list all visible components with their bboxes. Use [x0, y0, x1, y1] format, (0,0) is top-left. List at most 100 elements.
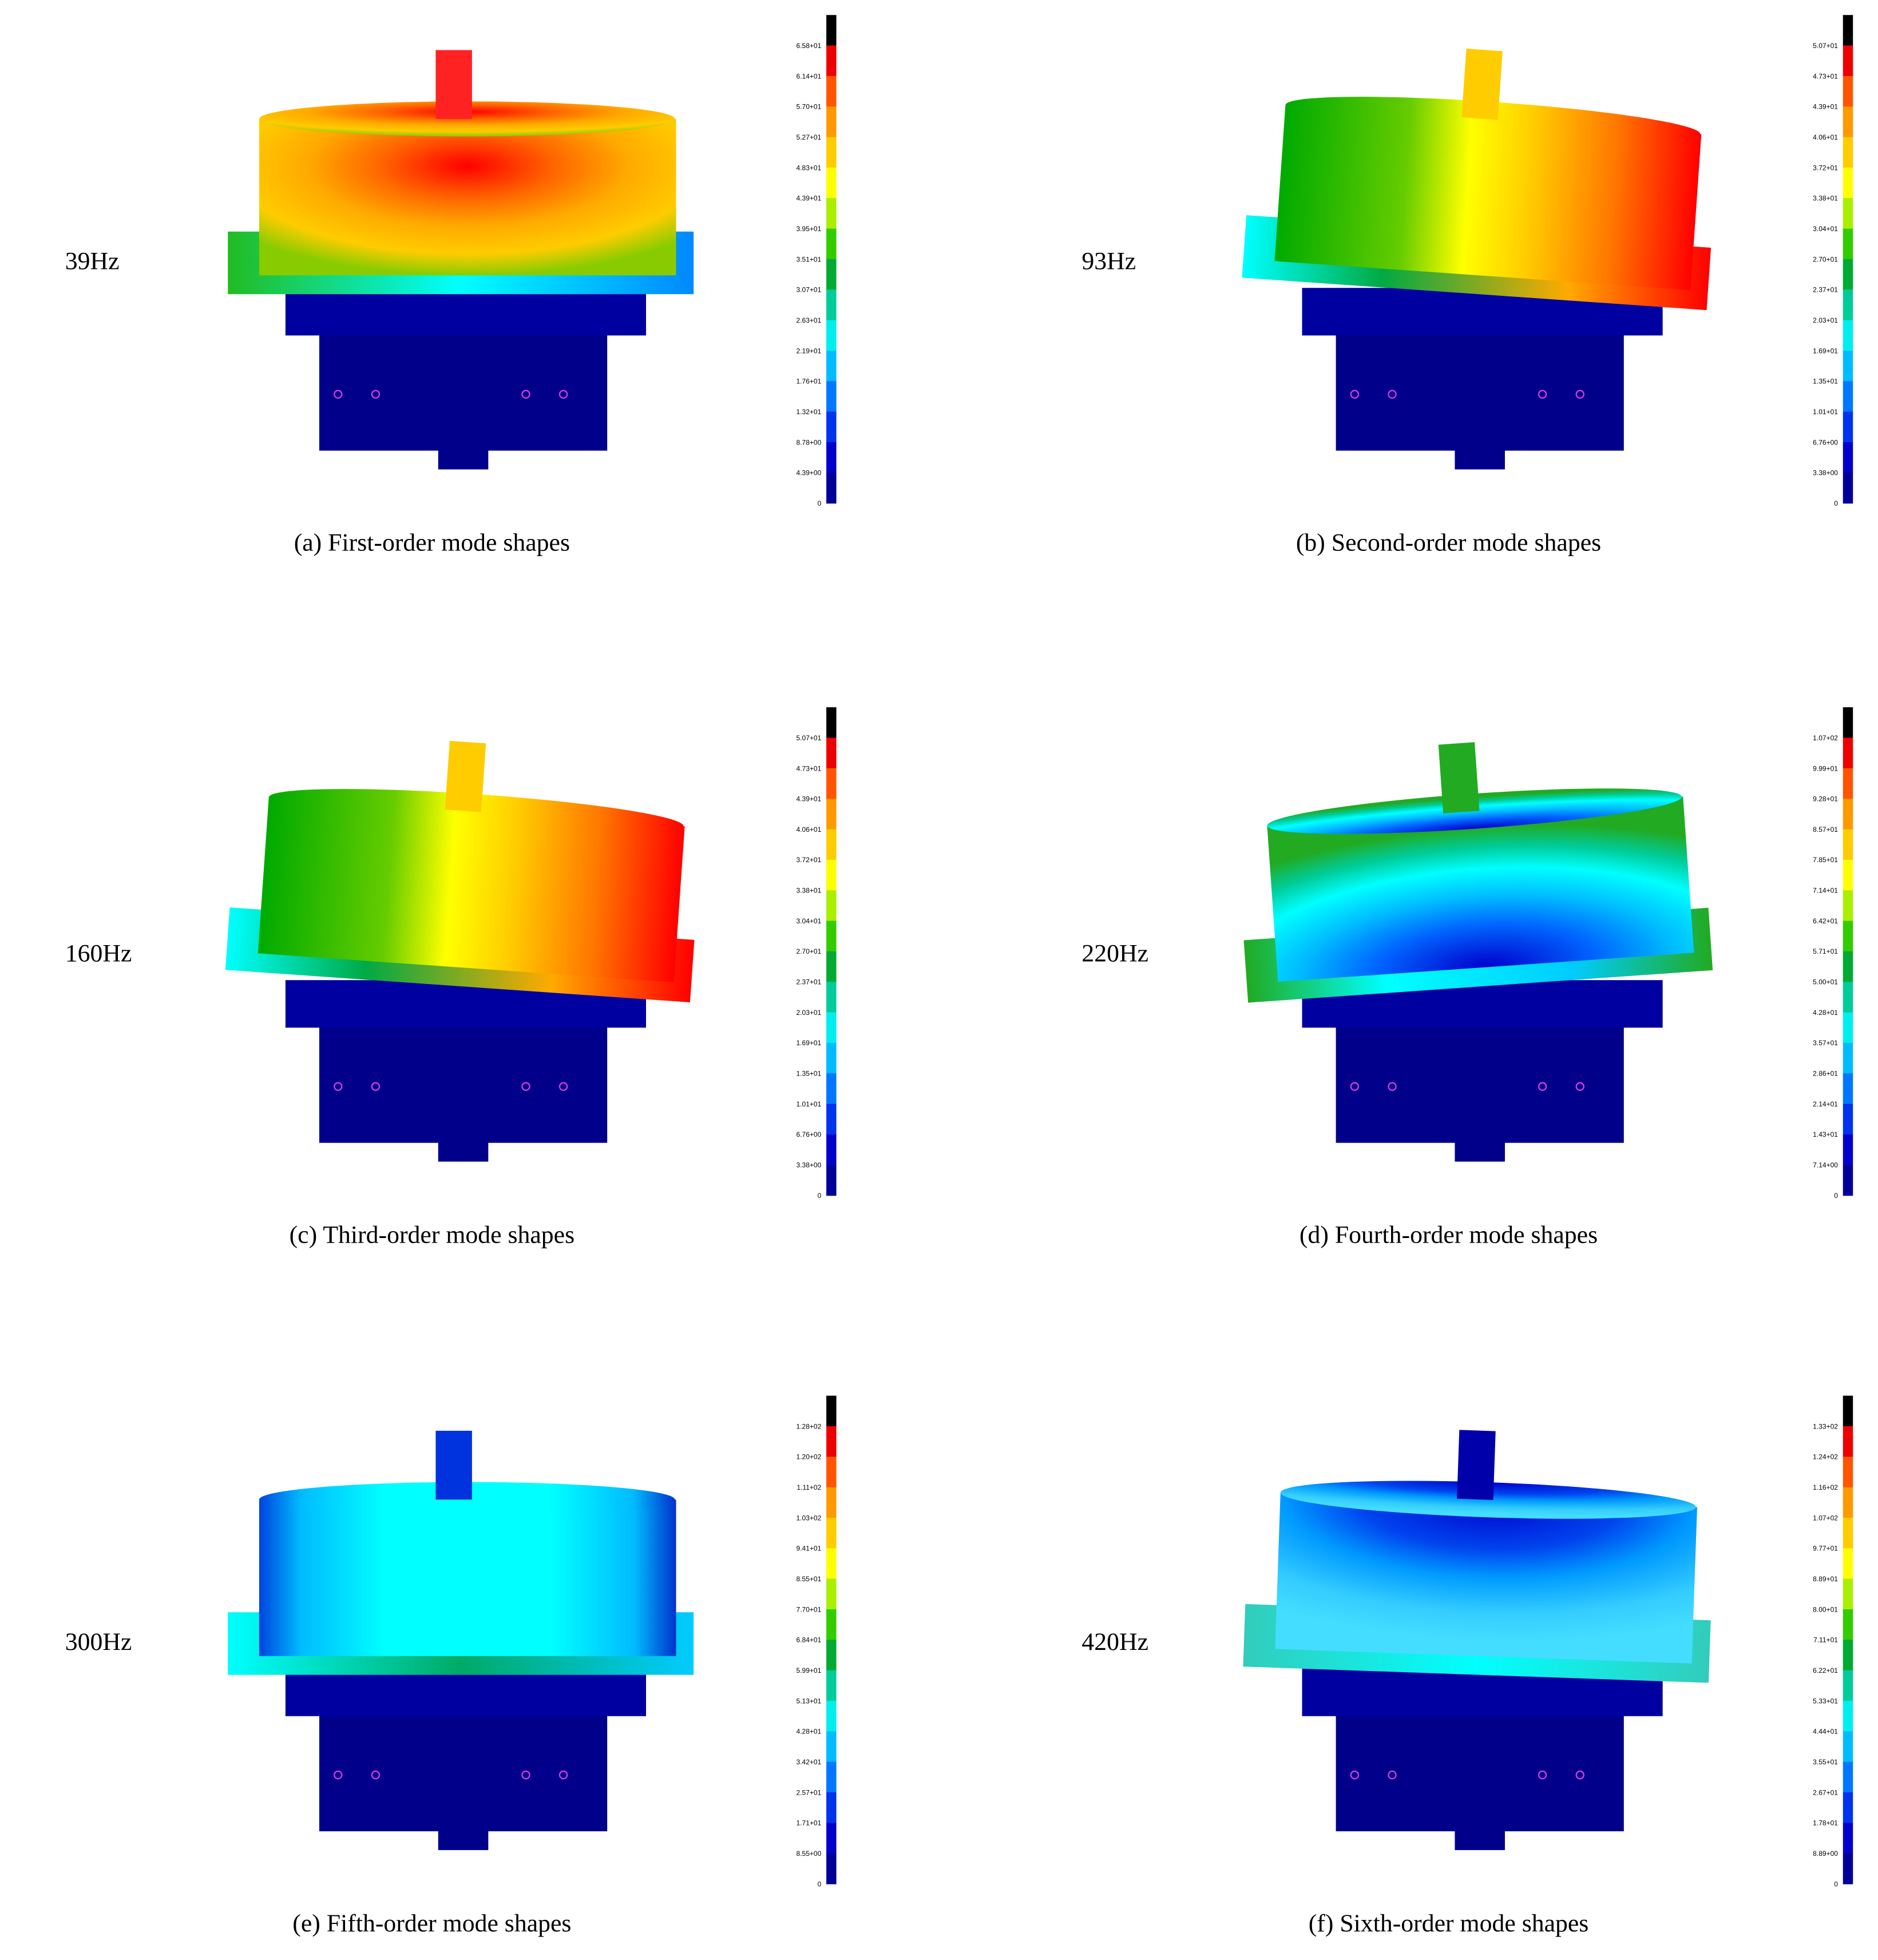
- colorbar-segment: [826, 1042, 837, 1074]
- colorbar-label: 9.99+01: [1813, 764, 1838, 772]
- colorbar-label: 4.83+01: [797, 164, 822, 172]
- colorbar-label: 1.07+02: [1813, 734, 1838, 742]
- colorbar-label: 5.27+01: [797, 133, 822, 141]
- constraint-marker: [558, 390, 568, 399]
- colorbar-label: 8.89+01: [1813, 1575, 1838, 1583]
- colorbar-label: 5.71+01: [1813, 947, 1838, 955]
- colorbar-segment: [1843, 707, 1853, 739]
- base-block: [319, 1708, 608, 1832]
- shaft: [445, 740, 486, 812]
- colorbar-label: 3.38+00: [1813, 469, 1838, 477]
- colorbar-segment: [826, 1426, 837, 1457]
- colorbar-segment: [1843, 737, 1853, 769]
- colorbar-label: 2.19+01: [797, 347, 822, 355]
- colorbar-segment: [1843, 1548, 1853, 1580]
- colorbar-segment: [826, 1548, 837, 1580]
- rotor-cylinder: [259, 1499, 676, 1656]
- constraint-marker: [1538, 390, 1547, 399]
- rotor-top: [259, 1482, 675, 1517]
- constraint-marker: [1388, 1770, 1397, 1780]
- colorbar-segment: [826, 1395, 837, 1427]
- colorbar-segment: [1843, 921, 1853, 952]
- colorbar-segment: [826, 1731, 837, 1763]
- colorbar-label: 3.95+01: [797, 225, 822, 233]
- panel: 1.28+02 1.20+02 1.11+02 1.03+02 9.41+01 8.55+…: [65, 1395, 837, 1937]
- caption: (f) Sixth-order mode shapes: [1309, 1910, 1589, 1937]
- frequency-label: 300Hz: [65, 1628, 132, 1656]
- constraint-marker: [521, 1082, 530, 1091]
- colorbar-segment: [1843, 1104, 1853, 1135]
- colorbar-label: 6.76+00: [797, 1130, 822, 1138]
- colorbar-segment: [826, 890, 837, 922]
- colorbar-label: 3.72+01: [797, 856, 822, 864]
- rotor: [225, 740, 695, 1003]
- colorbar-label: 0: [818, 499, 822, 507]
- base-flange: [285, 1668, 647, 1716]
- colorbar-segment: [826, 1134, 837, 1165]
- rotor-cylinder: [1267, 796, 1694, 982]
- constraint-marker: [558, 1082, 568, 1091]
- shaft: [435, 1430, 472, 1500]
- colorbar-segment: [1843, 473, 1853, 504]
- base-block: [319, 1020, 608, 1143]
- colorbar-label: 3.51+01: [797, 255, 822, 263]
- colorbar-label: 1.71+01: [797, 1819, 822, 1827]
- colorbar-segment: [1843, 442, 1853, 473]
- colorbar-segment: [1843, 982, 1853, 1013]
- colorbar-label: 3.42+01: [797, 1758, 822, 1766]
- panel: 1.07+02 9.99+01 9.28+01 8.57+01 7.85+01 7.14+…: [1081, 707, 1853, 1249]
- shaft: [435, 50, 472, 119]
- colorbar-segment: [1843, 228, 1853, 260]
- colorbar-label: 1.43+01: [1813, 1130, 1838, 1138]
- colorbar-label: 9.28+01: [1813, 795, 1838, 803]
- constraint-marker: [1538, 1770, 1547, 1780]
- frequency-label: 160Hz: [65, 939, 132, 967]
- base-flange: [285, 288, 647, 336]
- constraint-marker: [371, 390, 381, 399]
- colorbar-label: 0: [818, 1880, 822, 1888]
- colorbar-segment: [1843, 320, 1853, 351]
- colorbar-segment: [826, 228, 837, 260]
- base-block: [1336, 1708, 1624, 1832]
- colorbar-segment: [1843, 350, 1853, 382]
- colorbar-segment: [826, 320, 837, 351]
- base-block: [1336, 1020, 1624, 1143]
- colorbar-segment: [826, 768, 837, 799]
- constraint-marker: [1350, 1082, 1360, 1091]
- colorbar-label: 4.39+01: [797, 795, 822, 803]
- colorbar-label: 8.55+00: [797, 1850, 822, 1858]
- colorbar-label: 2.70+01: [1813, 255, 1838, 263]
- colorbar-label: 3.04+01: [1813, 225, 1838, 233]
- frequency-label: 220Hz: [1081, 939, 1148, 967]
- colorbar-label: 1.33+02: [1813, 1422, 1838, 1430]
- panel: 1.33+02 1.24+02 1.16+02 1.07+02 9.77+01 8.89+…: [1081, 1395, 1853, 1937]
- colorbar-label: 6.76+00: [1813, 438, 1838, 446]
- base-block: [1336, 328, 1624, 451]
- colorbar-label: 6.84+01: [797, 1636, 822, 1644]
- constraint-marker: [558, 1770, 568, 1780]
- caption: (b) Second-order mode shapes: [1296, 529, 1601, 557]
- rotor-cylinder: [1275, 1492, 1697, 1664]
- colorbar-label: 3.57+01: [1813, 1039, 1838, 1047]
- constraint-marker: [1538, 1082, 1547, 1091]
- colorbar-label: 1.28+02: [797, 1422, 822, 1430]
- colorbar-segment: [826, 1792, 837, 1823]
- colorbar-segment: [1843, 1042, 1853, 1074]
- colorbar-label: 1.35+01: [797, 1070, 822, 1078]
- colorbar-label: 5.33+01: [1813, 1697, 1838, 1705]
- colorbar-label: 2.03+01: [797, 1009, 822, 1017]
- colorbar-label: 3.07+01: [797, 286, 822, 294]
- colorbar-label: 6.58+01: [797, 42, 822, 50]
- colorbar-segment: [826, 859, 837, 891]
- colorbar-segment: [1843, 1073, 1853, 1105]
- colorbar-segment: [1843, 768, 1853, 799]
- colorbar-label: 4.39+00: [797, 469, 822, 477]
- caption: (d) Fourth-order mode shapes: [1299, 1221, 1598, 1249]
- colorbar-segment: [1843, 289, 1853, 321]
- colorbar-label: 1.78+01: [1813, 1819, 1838, 1827]
- colorbar-segment: [826, 137, 837, 168]
- constraint-marker: [371, 1770, 381, 1780]
- colorbar-segment: [1843, 1823, 1853, 1854]
- constraint-marker: [1350, 390, 1360, 399]
